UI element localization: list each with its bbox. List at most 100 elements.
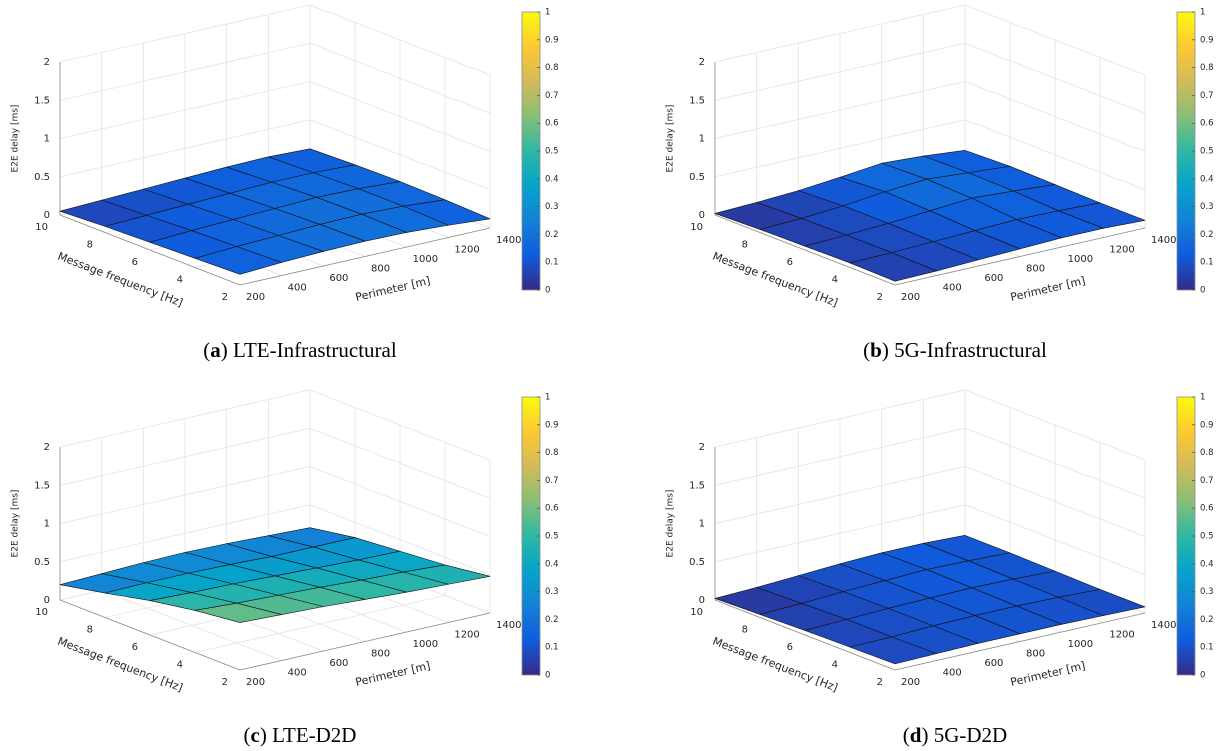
z-tick-label: 1.5 bbox=[689, 480, 705, 491]
caption-part: ) 5G-D2D bbox=[921, 723, 1007, 747]
z-tick-label: 0 bbox=[44, 595, 50, 606]
x-tick-label: 600 bbox=[329, 273, 348, 284]
y-axis-label: Message frequency [Hz] bbox=[56, 635, 185, 695]
x-tick-label: 1000 bbox=[413, 639, 438, 650]
y-tick-label: 6 bbox=[132, 642, 138, 653]
caption-part: ) LTE-D2D bbox=[260, 723, 357, 747]
colorbar-tick-label: 0.9 bbox=[1200, 420, 1214, 430]
z-tick-label: 2 bbox=[699, 442, 705, 453]
colorbar-tick-label: 0.8 bbox=[545, 63, 559, 73]
z-axis-label: E2E delay [ms] bbox=[666, 490, 676, 558]
z-tick-label: 2 bbox=[44, 442, 50, 453]
axis-line bbox=[239, 227, 491, 286]
axis-line bbox=[714, 599, 896, 671]
y-tick-label: 10 bbox=[35, 222, 48, 233]
caption-part: a bbox=[210, 338, 221, 362]
colorbar-tick-label: 0.6 bbox=[1200, 504, 1214, 514]
x-tick-label: 1200 bbox=[1109, 630, 1134, 641]
caption: (c) LTE-D2D bbox=[244, 723, 357, 747]
colorbar-tick-label: 0.6 bbox=[1200, 119, 1214, 129]
y-tick-label: 2 bbox=[222, 292, 228, 303]
colorbar-tick-label: 0.5 bbox=[1200, 532, 1214, 542]
y-tick-label: 6 bbox=[787, 257, 793, 268]
colorbar-tick-label: 0.4 bbox=[1200, 559, 1214, 569]
caption: (a) LTE-Infrastructural bbox=[203, 338, 397, 362]
x-tick-label: 1400 bbox=[496, 235, 521, 246]
caption-part: b bbox=[870, 338, 882, 362]
y-tick-label: 2 bbox=[222, 677, 228, 688]
colorbar-tick-label: 0 bbox=[545, 286, 550, 296]
caption-part: ) LTE-Infrastructural bbox=[221, 338, 397, 362]
z-tick-label: 1.5 bbox=[689, 95, 705, 106]
axis-line bbox=[714, 214, 896, 286]
z-tick-label: 0.5 bbox=[34, 172, 50, 183]
y-axis-label: Message frequency [Hz] bbox=[711, 635, 840, 695]
x-tick-label: 200 bbox=[246, 292, 265, 303]
colorbar-tick-label: 0.4 bbox=[1200, 174, 1214, 184]
colorbar-tick-label: 0.8 bbox=[1200, 63, 1214, 73]
x-tick-label: 1000 bbox=[413, 254, 438, 265]
z-tick-label: 0 bbox=[44, 210, 50, 221]
y-tick-label: 2 bbox=[877, 677, 883, 688]
y-tick-label: 6 bbox=[132, 257, 138, 268]
y-tick-label: 2 bbox=[877, 292, 883, 303]
z-tick-label: 1 bbox=[44, 519, 50, 530]
y-tick-label: 4 bbox=[832, 275, 838, 286]
z-axis-label: E2E delay [ms] bbox=[11, 490, 21, 558]
y-tick-label: 8 bbox=[87, 625, 93, 636]
z-tick-label: 0.5 bbox=[689, 557, 705, 568]
z-tick-label: 1 bbox=[44, 134, 50, 145]
y-tick-label: 4 bbox=[177, 275, 183, 286]
colorbar-tick-label: 1 bbox=[1200, 8, 1205, 18]
colorbar-tick-label: 0.2 bbox=[1200, 615, 1214, 625]
colorbar-tick-label: 0.5 bbox=[1200, 147, 1214, 157]
y-tick-label: 8 bbox=[742, 625, 748, 636]
x-tick-label: 400 bbox=[288, 283, 307, 294]
y-tick-label: 4 bbox=[832, 660, 838, 671]
caption: (d) 5G-D2D bbox=[903, 723, 1007, 747]
x-tick-label: 800 bbox=[1026, 649, 1045, 660]
x-tick-label: 1400 bbox=[1151, 620, 1176, 631]
y-axis-label: Message frequency [Hz] bbox=[711, 250, 840, 310]
colorbar-tick-label: 0 bbox=[1200, 286, 1205, 296]
y-tick-label: 8 bbox=[742, 240, 748, 251]
colorbar-tick-label: 0.1 bbox=[1200, 258, 1214, 268]
z-tick-label: 2 bbox=[699, 57, 705, 68]
axis-line bbox=[894, 227, 1146, 286]
z-tick-label: 0 bbox=[699, 595, 705, 606]
colorbar-tick-label: 0.1 bbox=[1200, 643, 1214, 653]
colorbar-tick-label: 0.5 bbox=[545, 147, 559, 157]
colorbar-tick-label: 0.7 bbox=[545, 91, 559, 101]
x-tick-label: 400 bbox=[943, 283, 962, 294]
colorbar-tick-label: 1 bbox=[545, 8, 550, 18]
x-tick-label: 1000 bbox=[1068, 639, 1093, 650]
colorbar-tick-label: 0 bbox=[545, 671, 550, 681]
x-tick-label: 1000 bbox=[1068, 254, 1093, 265]
x-axis-label: Perimeter [m] bbox=[1009, 274, 1086, 304]
colorbar-tick-label: 0.3 bbox=[1200, 202, 1214, 212]
caption-part: ( bbox=[244, 723, 251, 747]
colorbar-tick-label: 0.9 bbox=[1200, 35, 1214, 45]
z-tick-label: 1.5 bbox=[34, 480, 50, 491]
colorbar-tick-label: 0 bbox=[1200, 671, 1205, 681]
surface-patch bbox=[194, 602, 282, 623]
x-tick-label: 600 bbox=[329, 658, 348, 669]
z-tick-label: 1.5 bbox=[34, 95, 50, 106]
x-axis-label: Perimeter [m] bbox=[1009, 659, 1086, 689]
z-axis-label: E2E delay [ms] bbox=[666, 105, 676, 173]
colorbar-tick-label: 0.4 bbox=[545, 559, 559, 569]
colorbar-tick-label: 0.1 bbox=[545, 258, 559, 268]
x-tick-label: 600 bbox=[984, 273, 1003, 284]
colorbar-tick-label: 0.2 bbox=[1200, 230, 1214, 240]
colorbar-tick-label: 0.8 bbox=[545, 448, 559, 458]
z-tick-label: 0 bbox=[699, 210, 705, 221]
x-tick-label: 1400 bbox=[496, 620, 521, 631]
y-tick-label: 10 bbox=[690, 607, 703, 618]
colorbar-tick-label: 0.3 bbox=[545, 202, 559, 212]
caption-part: d bbox=[910, 723, 922, 747]
x-tick-label: 800 bbox=[371, 649, 390, 660]
colorbar-tick-label: 1 bbox=[1200, 393, 1205, 403]
colorbar-tick-label: 0.5 bbox=[545, 532, 559, 542]
axis-line bbox=[59, 599, 241, 671]
colorbar-tick-label: 0.6 bbox=[545, 504, 559, 514]
